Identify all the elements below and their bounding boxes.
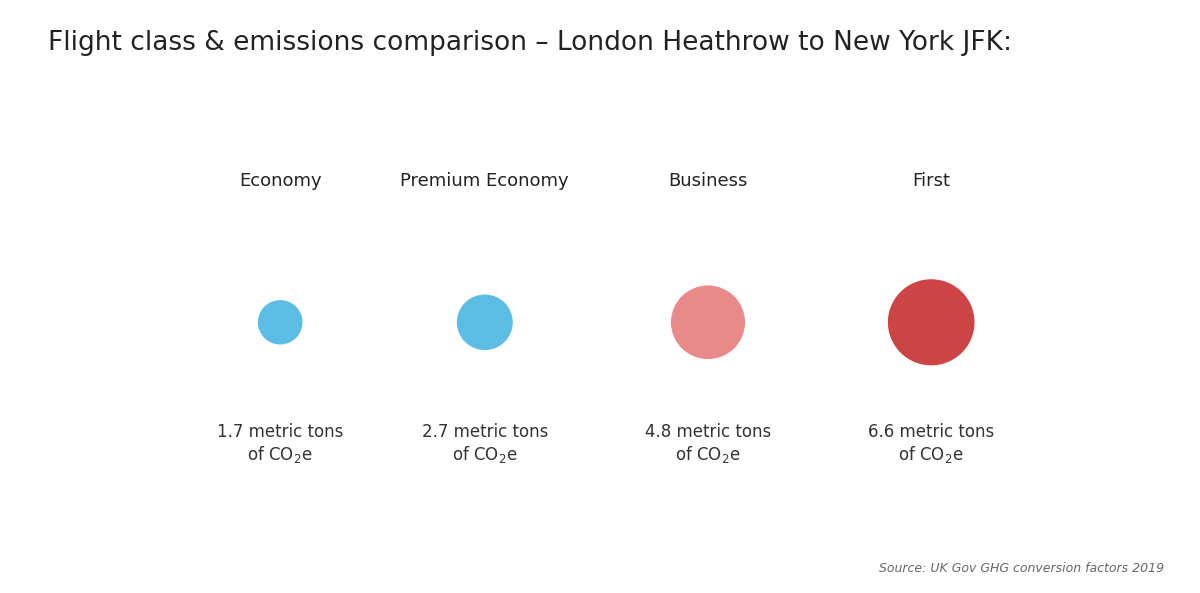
- Text: 1.7 metric tons: 1.7 metric tons: [217, 423, 343, 441]
- Text: Premium Economy: Premium Economy: [401, 172, 569, 190]
- Text: Economy: Economy: [239, 172, 322, 190]
- Text: 6.6 metric tons: 6.6 metric tons: [868, 423, 995, 441]
- Text: Flight class & emissions comparison – London Heathrow to New York JFK:: Flight class & emissions comparison – Lo…: [48, 30, 1012, 56]
- Ellipse shape: [672, 286, 744, 358]
- Text: Business: Business: [668, 172, 748, 190]
- Text: First: First: [912, 172, 950, 190]
- Ellipse shape: [888, 280, 974, 365]
- Text: Source: UK Gov GHG conversion factors 2019: Source: UK Gov GHG conversion factors 20…: [878, 562, 1164, 575]
- Ellipse shape: [258, 301, 302, 344]
- Text: of CO$_2$e: of CO$_2$e: [452, 444, 517, 466]
- Text: 4.8 metric tons: 4.8 metric tons: [644, 423, 772, 441]
- Ellipse shape: [457, 295, 512, 349]
- Text: of CO$_2$e: of CO$_2$e: [676, 444, 740, 466]
- Text: 2.7 metric tons: 2.7 metric tons: [421, 423, 548, 441]
- Text: of CO$_2$e: of CO$_2$e: [247, 444, 313, 466]
- Text: of CO$_2$e: of CO$_2$e: [899, 444, 964, 466]
